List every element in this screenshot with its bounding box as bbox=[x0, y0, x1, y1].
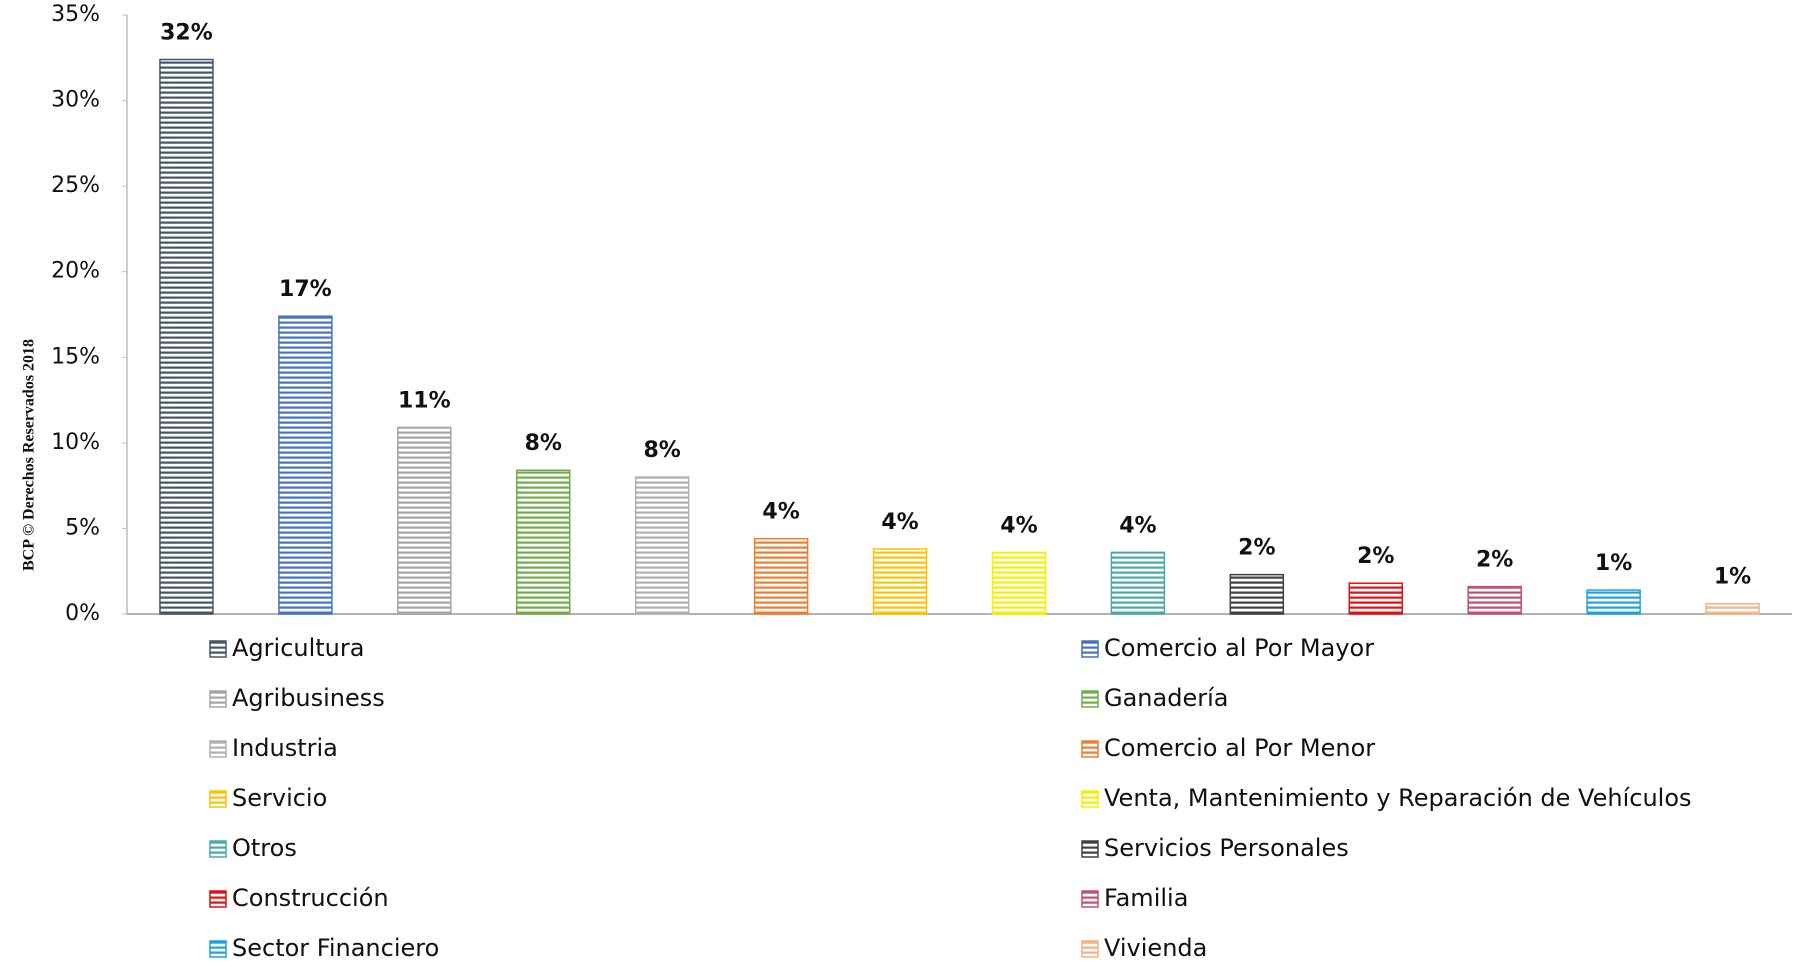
value-label: 4% bbox=[1119, 513, 1156, 538]
legend-label: Sector Financiero bbox=[232, 934, 439, 962]
y-tick-label: 10% bbox=[51, 430, 100, 455]
value-label: 1% bbox=[1714, 565, 1751, 590]
legend-swatch bbox=[209, 740, 227, 758]
legend-label: Servicio bbox=[232, 784, 327, 812]
legend-label: Agricultura bbox=[232, 634, 364, 662]
legend-swatch bbox=[1081, 690, 1099, 708]
legend-label: Otros bbox=[232, 834, 297, 862]
legend-swatch bbox=[1081, 840, 1099, 858]
legend-swatch bbox=[1081, 890, 1099, 908]
legend-swatch bbox=[1081, 940, 1099, 958]
y-tick-label: 30% bbox=[51, 88, 100, 113]
legend-swatch bbox=[209, 940, 227, 958]
legend-swatch bbox=[209, 640, 227, 658]
y-axis-label: BCP © Derechos Reservados 2018 bbox=[21, 339, 38, 571]
y-tick-label: 0% bbox=[65, 601, 100, 626]
y-tick-label: 35% bbox=[51, 2, 100, 27]
legend-label: Servicios Personales bbox=[1104, 834, 1349, 862]
legend-swatch bbox=[209, 890, 227, 908]
bar bbox=[1110, 551, 1166, 615]
legend-label: Construcción bbox=[232, 884, 389, 912]
bar bbox=[1348, 582, 1403, 615]
legend-label: Comercio al Por Menor bbox=[1104, 734, 1375, 762]
legend-label: Venta, Mantenimiento y Reparación de Veh… bbox=[1104, 784, 1692, 812]
legend-swatch bbox=[1081, 640, 1099, 658]
value-label: 4% bbox=[881, 510, 918, 535]
bar bbox=[991, 551, 1047, 615]
value-label: 32% bbox=[160, 20, 213, 45]
bar bbox=[397, 426, 452, 615]
bar bbox=[1705, 602, 1760, 615]
legend-label: Agribusiness bbox=[232, 684, 385, 712]
bar bbox=[159, 58, 214, 615]
y-tick-label: 15% bbox=[51, 344, 100, 369]
bar bbox=[1586, 589, 1641, 615]
value-label: 1% bbox=[1595, 551, 1632, 576]
y-tick-label: 5% bbox=[65, 515, 100, 540]
legend-label: Industria bbox=[232, 734, 338, 762]
bar bbox=[516, 469, 571, 615]
y-tick-label: 25% bbox=[51, 173, 100, 198]
legend-swatch bbox=[209, 690, 227, 708]
value-label: 2% bbox=[1238, 536, 1275, 561]
legend-label: Vivienda bbox=[1104, 934, 1207, 962]
value-label: 4% bbox=[1000, 513, 1037, 538]
value-label: 4% bbox=[762, 500, 799, 525]
bar bbox=[278, 315, 333, 615]
legend-label: Familia bbox=[1104, 884, 1188, 912]
value-label: 8% bbox=[643, 438, 680, 463]
bar bbox=[1229, 573, 1285, 615]
legend-swatch bbox=[209, 790, 227, 808]
bar bbox=[872, 548, 928, 615]
legend-label: Ganadería bbox=[1104, 684, 1228, 712]
value-label: 17% bbox=[279, 277, 332, 302]
value-label: 2% bbox=[1357, 544, 1394, 569]
bar bbox=[753, 537, 809, 615]
legend-swatch bbox=[1081, 740, 1099, 758]
legend-swatch bbox=[209, 840, 227, 858]
legend-swatch bbox=[1081, 790, 1099, 808]
legend-label: Comercio al Por Mayor bbox=[1104, 634, 1374, 662]
bar bbox=[634, 476, 690, 615]
bar bbox=[1467, 585, 1522, 615]
value-label: 11% bbox=[398, 388, 451, 413]
value-label: 8% bbox=[525, 431, 562, 456]
value-label: 2% bbox=[1476, 548, 1513, 573]
y-tick-label: 20% bbox=[51, 259, 100, 284]
